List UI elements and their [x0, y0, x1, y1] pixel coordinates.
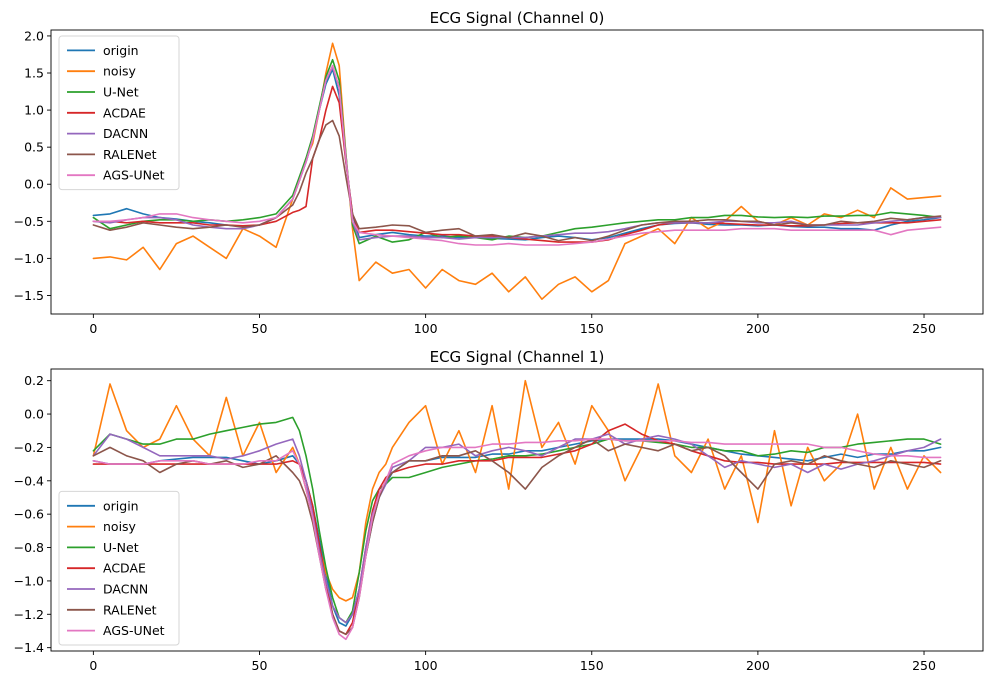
y-tick-label: 0.2: [24, 373, 44, 388]
legend-label: U-Net: [103, 540, 139, 555]
legend-label: noisy: [103, 519, 137, 534]
x-tick-label: 50: [252, 658, 268, 673]
series-line-ags-unet: [92, 438, 942, 641]
series-group: [92, 379, 942, 641]
y-tick-label: −1.0: [14, 573, 44, 588]
x-tick-label: 200: [746, 658, 770, 673]
series-line-origin: [92, 68, 942, 241]
legend-box: [58, 35, 180, 191]
x-tick-label: 0: [89, 658, 97, 673]
y-tick-label: −0.5: [14, 214, 44, 229]
y-tick-label: −0.6: [14, 507, 44, 522]
y-tick-label: −0.2: [14, 440, 44, 455]
x-tick-label: 200: [746, 321, 770, 336]
legend-label: ACDAE: [103, 105, 146, 120]
legend-label: AGS-UNet: [103, 623, 165, 638]
x-tick-label: 50: [252, 321, 268, 336]
series-line-ags-unet: [92, 64, 942, 246]
chart-title: ECG Signal (Channel 0): [430, 9, 605, 27]
x-tick-label: 150: [580, 658, 604, 673]
series-line-u-net: [92, 58, 942, 245]
y-tick-label: −0.8: [14, 540, 44, 555]
series-line-origin: [92, 438, 942, 627]
axes-frame: [50, 29, 984, 315]
series-line-u-net: [92, 416, 942, 624]
x-tick-label: 100: [414, 658, 438, 673]
series-group: [92, 42, 942, 301]
legend-label: DACNN: [103, 582, 148, 597]
legend-label: AGS-UNet: [103, 168, 165, 183]
y-tick-label: 0.0: [24, 177, 44, 192]
series-line-acdae: [92, 85, 942, 243]
chart-panel-0: ECG Signal (Channel 0) 0 50 100 150 200 250 −1.…: [14, 9, 984, 336]
legend-label: DACNN: [103, 126, 148, 141]
legend-box: [58, 490, 180, 646]
legend-label: noisy: [103, 64, 137, 79]
x-tick-label: 250: [912, 321, 936, 336]
y-tick-label: 1.5: [24, 66, 44, 81]
series-line-ralenet: [92, 119, 942, 242]
x-tick-label: 250: [912, 658, 936, 673]
y-tick-label: −1.5: [14, 288, 44, 303]
chart-title: ECG Signal (Channel 1): [430, 348, 605, 366]
legend-label: origin: [103, 498, 139, 513]
series-line-dacnn: [92, 66, 942, 241]
legend-label: ACDAE: [103, 561, 146, 576]
series-line-noisy: [92, 42, 942, 301]
legend: origin noisy U-Net ACDAE DACNN RALENet AGS-UNe…: [58, 35, 180, 191]
axes-frame: [50, 368, 984, 652]
x-tick-label: 0: [89, 321, 97, 336]
y-tick-label: 0.0: [24, 407, 44, 422]
legend-label: RALENet: [103, 602, 157, 617]
legend-label: U-Net: [103, 85, 139, 100]
legend-label: RALENet: [103, 147, 157, 162]
x-tick-label: 150: [580, 321, 604, 336]
series-line-ralenet: [92, 438, 942, 636]
y-tick-label: −1.4: [14, 640, 44, 655]
series-line-noisy: [92, 379, 942, 602]
chart-panel-1: ECG Signal (Channel 1) 0 50 100 150 200 250 −1.…: [14, 348, 984, 673]
legend-label: origin: [103, 43, 139, 58]
y-tick-label: 1.0: [24, 103, 44, 118]
legend: origin noisy U-Net ACDAE DACNN RALENet AGS-UNe…: [58, 490, 180, 646]
y-tick-label: −1.0: [14, 251, 44, 266]
x-tick-label: 100: [414, 321, 438, 336]
y-tick-label: −0.4: [14, 473, 44, 488]
y-tick-label: 0.5: [24, 140, 44, 155]
y-tick-label: −1.2: [14, 607, 44, 622]
y-tick-label: 2.0: [24, 28, 44, 43]
